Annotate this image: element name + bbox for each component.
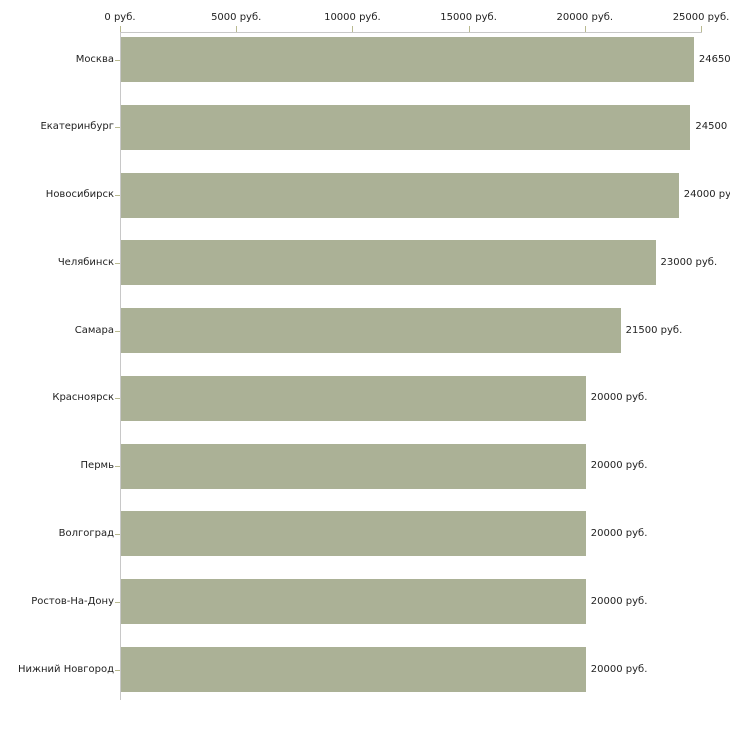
category-label: Пермь (80, 460, 114, 472)
category-label: Челябинск (57, 256, 114, 268)
y-tick-mark (115, 195, 120, 196)
category-label: Москва (75, 53, 114, 65)
category-label: Волгоград (58, 527, 114, 539)
x-tick-mark (120, 26, 121, 32)
value-label: 20000 руб. (590, 460, 648, 472)
x-axis-line (120, 32, 702, 33)
value-label: 24500 руб. (695, 121, 730, 133)
value-label: 23000 руб. (660, 256, 718, 268)
x-tick-mark (352, 26, 354, 32)
bar (121, 579, 586, 625)
category-label: Екатеринбург (40, 121, 114, 133)
bar (121, 172, 679, 218)
bar (121, 240, 656, 286)
x-tick-label: 10000 руб. (324, 12, 381, 23)
y-tick-mark (115, 398, 120, 399)
x-tick-label: 25000 руб. (672, 12, 730, 23)
category-label: Нижний Новгород (17, 663, 114, 675)
x-tick-mark (468, 26, 470, 32)
value-label: 20000 руб. (590, 527, 648, 539)
value-label: 24000 руб. (683, 189, 730, 201)
x-tick-mark (236, 26, 238, 32)
bar (121, 443, 586, 489)
category-label: Новосибирск (45, 189, 114, 201)
y-tick-mark (115, 534, 120, 535)
value-label: 20000 руб. (590, 595, 648, 607)
x-tick-mark (701, 26, 702, 32)
x-tick-label: 20000 руб. (556, 12, 614, 23)
value-label: 24650 руб. (698, 53, 730, 65)
y-tick-mark (115, 331, 120, 332)
y-tick-mark (115, 263, 120, 264)
x-tick-label: 0 руб. (104, 12, 136, 23)
bar (121, 511, 586, 557)
category-label: Красноярск (52, 392, 114, 404)
x-tick-label: 5000 руб. (211, 12, 262, 23)
y-tick-mark (115, 602, 120, 603)
y-tick-mark (115, 127, 120, 128)
bar (121, 647, 586, 693)
bar (121, 308, 621, 354)
bar (121, 104, 691, 150)
y-tick-mark (115, 670, 120, 671)
category-label: Ростов-На-Дону (31, 595, 114, 607)
value-label: 21500 руб. (625, 324, 683, 336)
bar (121, 37, 694, 82)
category-label: Самара (74, 324, 114, 336)
y-axis-line (120, 32, 121, 700)
x-tick-label: 15000 руб. (440, 12, 497, 23)
value-label: 20000 руб. (590, 663, 648, 675)
y-tick-mark (115, 466, 120, 467)
value-label: 20000 руб. (590, 392, 648, 404)
y-tick-mark (115, 60, 120, 61)
x-tick-mark (584, 26, 586, 32)
bar (121, 375, 586, 421)
